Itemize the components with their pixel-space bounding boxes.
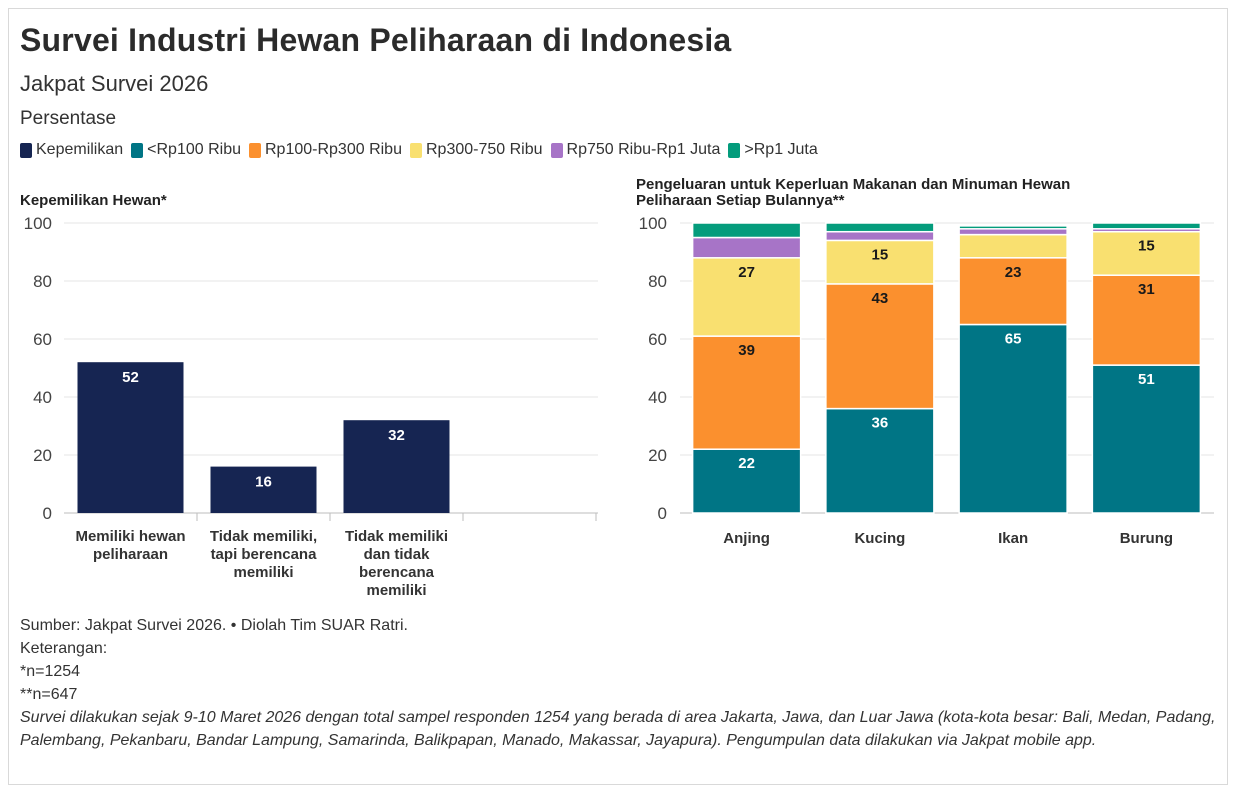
chart-title-spending-line: Pengeluaran untuk Keperluan Makanan dan …	[636, 176, 1070, 193]
source-note: Sumber: Jakpat Survei 2026. • Diolah Tim…	[20, 617, 408, 634]
segment-value-label: 65	[1005, 331, 1022, 348]
legend-label: Kepemilikan	[36, 141, 124, 158]
bar-3	[343, 420, 450, 513]
stack-segment-ikan-4	[958, 228, 1068, 236]
y-tick-label: 100	[24, 214, 52, 233]
bar-value-label: 52	[122, 369, 139, 386]
x-tick-label-1: Memiliki hewan peliharaan	[75, 528, 185, 563]
x-tick-label-anjing: Anjing	[723, 530, 770, 547]
y-tick-label: 60	[648, 330, 667, 349]
stack-segment-kucing-2	[825, 283, 935, 410]
stack-segment-anjing-2	[691, 335, 802, 450]
y-tick-label: 0	[658, 504, 667, 523]
stack-segment-ikan-2	[958, 257, 1068, 326]
legend-item-kepemilikan[interactable]: Kepemilikan	[20, 141, 123, 159]
y-tick-label: 20	[33, 446, 52, 465]
segment-value-label: 51	[1138, 371, 1155, 388]
stack-segment-anjing-3	[691, 257, 802, 337]
segment-value-label: 31	[1138, 281, 1155, 298]
legend-item-100k-300k[interactable]: Rp100-Rp300 Ribu	[249, 141, 402, 159]
legend-swatch	[728, 142, 741, 158]
stack-segment-kucing-3	[825, 239, 935, 285]
stack-segment-kucing-4	[825, 230, 935, 242]
legend-swatch	[249, 142, 261, 158]
segment-value-label: 39	[738, 342, 755, 359]
stack-segment-ikan-3	[958, 233, 1068, 259]
stack-segment-anjing-1	[691, 448, 802, 514]
x-tick-label-kucing: Kucing	[854, 530, 905, 547]
stack-segment-anjing-5	[691, 222, 802, 239]
segment-value-label: 36	[872, 415, 889, 432]
stack-segment-ikan-5	[958, 225, 1068, 230]
segment-value-label: 43	[872, 290, 889, 307]
bar-value-label: 16	[255, 474, 272, 491]
stack-segment-kucing-1	[825, 407, 935, 514]
legend-label: >Rp1 Juta	[744, 141, 818, 158]
y-tick-label: 60	[33, 330, 52, 349]
bar-1	[77, 362, 184, 513]
bar-2	[210, 466, 317, 513]
y-tick-label: 80	[33, 272, 52, 291]
y-tick-label: 80	[648, 272, 667, 291]
chart-title-ownership: Kepemilikan Hewan*	[20, 192, 167, 209]
x-tick-label-2: Tidak memiliki, tapi berencana memiliki	[210, 528, 317, 581]
bar-value-label: 32	[388, 427, 405, 444]
stack-segment-kucing-5	[825, 222, 935, 233]
legend-item-under-100k[interactable]: <Rp100 Ribu	[131, 141, 241, 159]
segment-value-label: 23	[1005, 264, 1022, 281]
segment-value-label: 27	[738, 264, 755, 281]
segment-value-label: 15	[872, 246, 889, 263]
y-tick-label: 100	[639, 214, 667, 233]
legend: Kepemilikan <Rp100 Ribu Rp100-Rp300 Ribu…	[20, 141, 826, 159]
legend-swatch	[20, 142, 32, 158]
legend-swatch	[409, 142, 422, 158]
stack-segment-anjing-4	[691, 236, 802, 259]
unit-label: Persentase	[20, 108, 117, 129]
x-tick-label-ikan: Ikan	[998, 530, 1028, 547]
stack-segment-burung-2	[1091, 274, 1202, 366]
segment-value-label: 22	[738, 455, 755, 472]
notes-label: Keterangan:	[20, 640, 108, 657]
y-tick-label: 40	[648, 388, 667, 407]
chart-title-spending-line: Peliharaan Setiap Bulannya**	[636, 192, 845, 209]
stack-segment-burung-3	[1091, 230, 1202, 276]
y-tick-label: 40	[33, 388, 52, 407]
page-subtitle: Jakpat Survei 2026	[20, 71, 209, 96]
legend-swatch	[131, 142, 144, 158]
stack-segment-burung-5	[1091, 222, 1202, 230]
stack-segment-ikan-1	[958, 323, 1068, 514]
note-ownership-sample: *n=1254	[20, 663, 81, 680]
footer: Sumber: Jakpat Survei 2026. • Diolah Tim…	[20, 614, 1216, 752]
page-title: Survei Industri Hewan Peliharaan di Indo…	[20, 22, 732, 58]
legend-item-over-1m[interactable]: >Rp1 Juta	[728, 141, 818, 159]
legend-label: Rp750 Ribu-Rp1 Juta	[566, 141, 721, 158]
segment-value-label: 15	[1138, 238, 1155, 255]
x-tick-label-burung: Burung	[1120, 530, 1173, 547]
note-spending-sample: **n=647	[20, 686, 78, 703]
stack-segment-burung-1	[1091, 364, 1202, 514]
x-tick-label-3: Tidak memiliki dan tidak berencana memiliki	[345, 528, 448, 599]
y-tick-label: 20	[648, 446, 667, 465]
methodology-note: Survei dilakukan sejak 9-10 Maret 2026 d…	[20, 709, 1216, 749]
legend-label: Rp300-750 Ribu	[425, 141, 543, 158]
charts-canvas: Kepemilikan Hewan* 0 20 40 60 80 100 52 Memiliki…	[20, 176, 1214, 599]
legend-swatch	[550, 142, 563, 158]
y-tick-label: 0	[43, 504, 52, 523]
legend-item-300k-750k[interactable]: Rp300-750 Ribu	[409, 141, 543, 159]
legend-item-750k-1m[interactable]: Rp750 Ribu-Rp1 Juta	[550, 141, 721, 159]
legend-label: Rp100-Rp300 Ribu	[265, 141, 402, 158]
legend-label: <Rp100 Ribu	[147, 141, 241, 158]
